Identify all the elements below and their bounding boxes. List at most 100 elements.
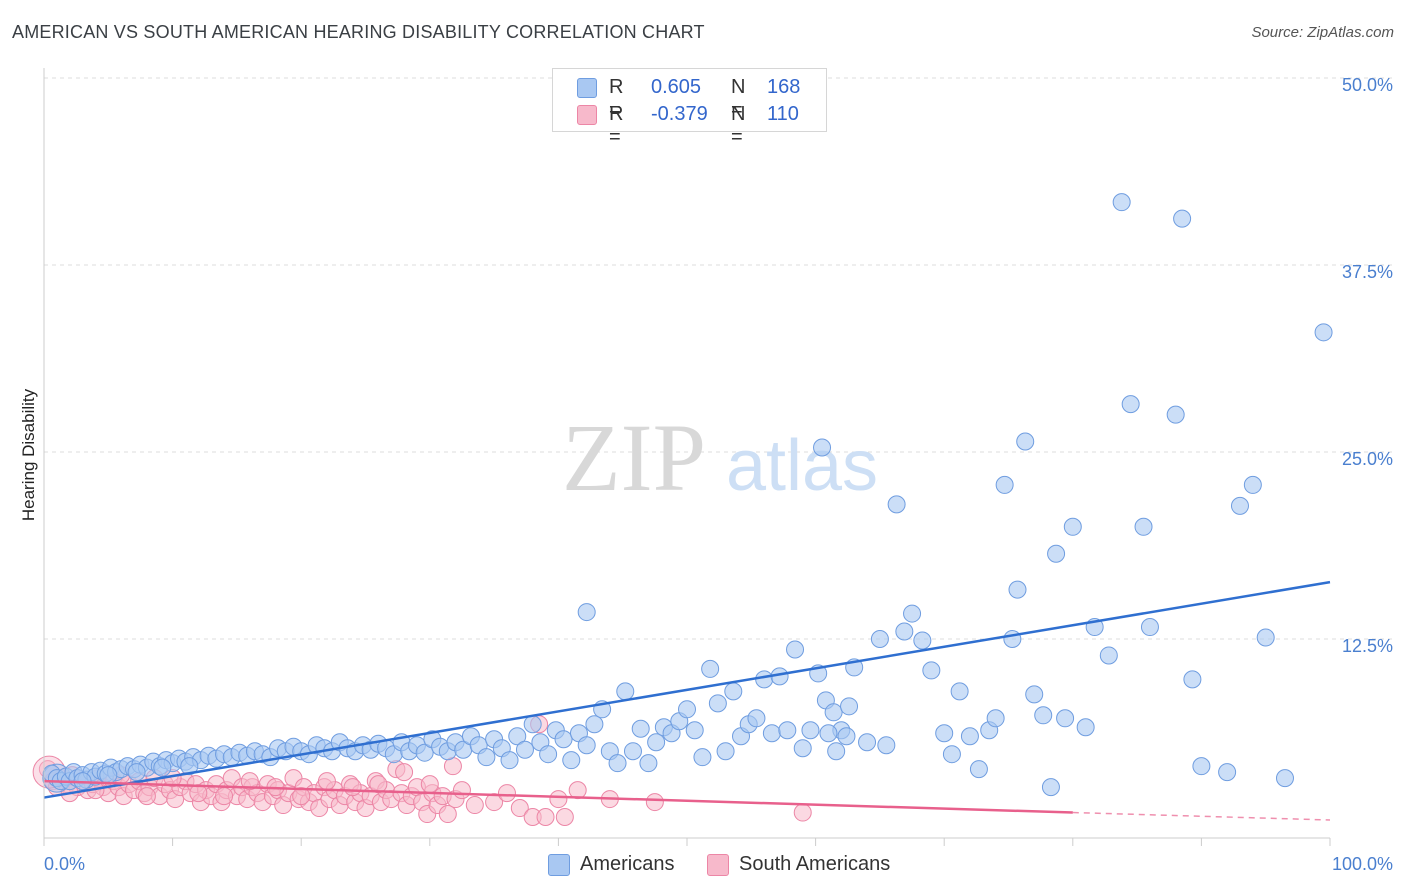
americans-point	[153, 758, 172, 777]
americans-point	[716, 742, 735, 761]
south-americans-point	[465, 796, 484, 815]
americans-point	[1076, 718, 1095, 737]
americans-point	[1192, 757, 1211, 776]
americans-point	[877, 736, 896, 755]
americans-point	[837, 727, 856, 746]
americans-point	[1218, 763, 1237, 782]
americans-point	[935, 724, 954, 743]
americans-point	[1243, 475, 1262, 494]
americans-point	[950, 682, 969, 701]
trend-lines	[43, 580, 1331, 821]
south-americans-point	[420, 775, 439, 794]
source-label: Source: ZipAtlas.com	[1251, 24, 1394, 41]
americans-point	[922, 661, 941, 680]
axes: 12.5% 25.0% 37.5% 50.0% 0.0% 100.0%	[43, 68, 1393, 874]
south-americans-point	[395, 763, 414, 782]
americans-point	[539, 745, 558, 764]
south-americans-point	[292, 787, 311, 806]
americans-point	[562, 751, 581, 770]
south-americans-point	[452, 781, 471, 800]
americans-point	[1041, 778, 1060, 797]
south-americans-point	[215, 787, 234, 806]
grid-lines	[44, 77, 1392, 640]
south-americans-swatch	[577, 105, 597, 125]
americans-point	[477, 748, 496, 767]
americans-point	[827, 742, 846, 761]
watermark-zip: ZIP	[562, 404, 706, 511]
americans-point	[99, 766, 118, 785]
n-label: N =	[731, 76, 746, 121]
americans-point	[500, 751, 519, 770]
americans-point	[995, 475, 1014, 494]
south-americans-label: South Americans	[739, 853, 891, 875]
americans-point	[755, 670, 774, 689]
americans-point	[685, 721, 704, 740]
americans-point	[1140, 618, 1159, 637]
south-americans-point	[443, 757, 462, 776]
r-value: -0.379	[651, 103, 708, 125]
y-tick-label: 37.5%	[1342, 262, 1393, 282]
americans-point	[840, 697, 859, 716]
americans-point	[1016, 432, 1035, 451]
americans-point	[1099, 646, 1118, 665]
americans-point	[693, 748, 712, 767]
y-axis-label: Hearing Disability	[19, 388, 38, 521]
south-americans-point	[240, 772, 259, 791]
south-americans-point	[793, 803, 812, 822]
americans-point	[701, 659, 720, 678]
americans-point	[887, 495, 906, 514]
americans-point	[608, 754, 627, 773]
americans-point	[1047, 544, 1066, 563]
correlation-legend: R = 0.605 N = 168 R = -0.379 N = 110	[552, 68, 827, 148]
americans-point	[1121, 395, 1140, 414]
americans-point	[969, 760, 988, 779]
americans-point	[747, 709, 766, 728]
south-americans-trend-extension	[1072, 811, 1331, 821]
americans-point	[585, 715, 604, 734]
south-americans-point	[549, 790, 568, 809]
americans-point	[986, 709, 1005, 728]
americans-point	[762, 724, 781, 743]
x-tick-label: 100.0%	[1332, 854, 1393, 874]
americans-point	[942, 745, 961, 764]
americans-point	[577, 603, 596, 622]
americans-point	[647, 733, 666, 752]
americans-point	[616, 682, 635, 701]
americans-point	[1008, 580, 1027, 599]
americans-point	[639, 754, 658, 773]
americans-point	[1275, 769, 1294, 788]
watermark-atlas: atlas	[726, 426, 878, 506]
r-value: 0.605	[651, 76, 702, 98]
south-americans-swatch	[707, 854, 729, 876]
americans-point	[415, 743, 434, 762]
americans-point	[1056, 709, 1075, 728]
south-americans-point	[369, 775, 388, 794]
americans-point	[778, 721, 797, 740]
americans-point	[819, 724, 838, 743]
americans-point	[1025, 685, 1044, 704]
americans-point	[623, 742, 642, 761]
south-americans-point	[485, 793, 504, 812]
americans-point	[858, 733, 877, 752]
americans-point	[1314, 323, 1333, 342]
americans-points	[42, 193, 1333, 797]
americans-point	[523, 715, 542, 734]
americans-point	[1134, 517, 1153, 536]
americans-point	[515, 740, 534, 759]
americans-label: Americans	[580, 853, 675, 875]
americans-swatch	[548, 854, 570, 876]
americans-point	[554, 730, 573, 749]
chart-title: AMERICAN VS SOUTH AMERICAN HEARING DISAB…	[12, 22, 705, 42]
americans-point	[1063, 517, 1082, 536]
americans-trend-line	[43, 580, 1331, 799]
americans-point	[1256, 628, 1275, 647]
americans-point	[813, 438, 832, 457]
south-americans-point	[317, 772, 336, 791]
south-americans-point	[137, 787, 156, 806]
americans-point	[678, 700, 696, 719]
south-americans-trend-line	[43, 779, 1073, 814]
americans-point	[895, 622, 914, 641]
n-value: 168	[767, 76, 801, 98]
bottom-legend-south-americans: South Americans	[707, 852, 907, 876]
